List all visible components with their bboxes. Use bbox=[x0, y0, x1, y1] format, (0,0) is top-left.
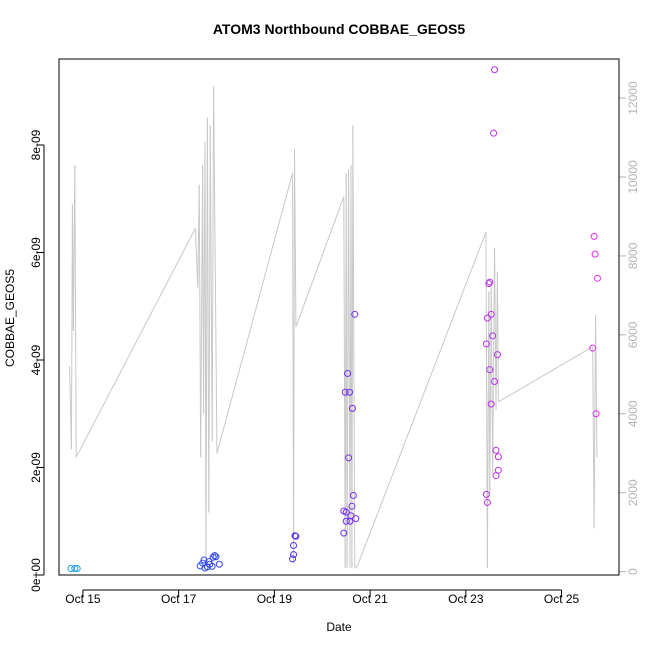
y-tick-label: 0e+00 bbox=[29, 558, 43, 592]
line-segment bbox=[74, 165, 77, 458]
line-segment bbox=[485, 232, 488, 568]
data-point bbox=[345, 454, 353, 462]
y-tick-label: 4e-09 bbox=[29, 344, 43, 375]
data-point bbox=[489, 332, 497, 340]
data-point bbox=[486, 366, 494, 374]
y2-tick-label: 4000 bbox=[626, 400, 640, 427]
data-point bbox=[292, 532, 300, 540]
data-point bbox=[211, 552, 219, 560]
x-axis-label: Date bbox=[326, 620, 352, 634]
data-point bbox=[487, 310, 495, 318]
data-point bbox=[491, 378, 499, 385]
line-segment bbox=[498, 346, 593, 403]
x-tick-label: Oct 25 bbox=[544, 592, 580, 606]
data-point bbox=[209, 553, 217, 561]
data-point bbox=[206, 560, 214, 568]
y2-tick-label: 0 bbox=[626, 568, 640, 575]
data-point bbox=[493, 351, 501, 359]
data-point bbox=[351, 310, 359, 318]
line-segment bbox=[194, 228, 199, 288]
line-segment bbox=[198, 184, 202, 458]
line-segment bbox=[496, 271, 499, 402]
data-point bbox=[341, 388, 349, 396]
plot-frame bbox=[58, 58, 620, 576]
line-segment bbox=[492, 248, 496, 473]
data-point bbox=[490, 129, 498, 137]
chart-title: ATOM3 Northbound COBBAE_GEOS5 bbox=[213, 21, 465, 37]
data-point bbox=[486, 278, 494, 286]
x-tick-label: Oct 19 bbox=[257, 592, 293, 606]
line-segment bbox=[494, 248, 497, 410]
data-point bbox=[494, 453, 502, 461]
data-point bbox=[346, 388, 354, 396]
line-segment bbox=[208, 125, 211, 513]
line-segment bbox=[209, 125, 213, 442]
data-point bbox=[340, 529, 348, 537]
x-tick-label: Oct 17 bbox=[161, 592, 197, 606]
data-point bbox=[494, 466, 502, 474]
line-segment bbox=[593, 315, 597, 529]
x-tick-label: Oct 21 bbox=[352, 592, 388, 606]
line-segment bbox=[352, 125, 356, 568]
data-point bbox=[591, 250, 599, 258]
data-point bbox=[212, 553, 220, 561]
scatter-series bbox=[67, 66, 601, 573]
line-segment bbox=[595, 315, 598, 458]
data-point bbox=[348, 502, 356, 510]
data-point bbox=[342, 508, 350, 516]
axes: Oct 15 Oct 17 Oct 19 Oct 21 Oct 23 Oct 25 0e+0… bbox=[29, 81, 640, 606]
y-tick-label: 8e-09 bbox=[29, 129, 43, 160]
data-point bbox=[592, 410, 600, 418]
data-point bbox=[208, 562, 216, 570]
line-segment bbox=[213, 86, 218, 454]
data-point bbox=[483, 498, 491, 506]
line-segment bbox=[211, 86, 215, 442]
data-point bbox=[482, 340, 490, 348]
line-segment bbox=[489, 287, 492, 493]
data-point bbox=[215, 560, 223, 568]
x-tick-label: Oct 23 bbox=[448, 592, 484, 606]
y2-tick-label: 6000 bbox=[626, 321, 640, 348]
data-point bbox=[593, 274, 601, 282]
data-point bbox=[200, 556, 208, 564]
line-segment bbox=[205, 117, 208, 568]
data-point bbox=[342, 517, 350, 525]
right-axis-line-series bbox=[69, 86, 598, 569]
y-axis-label: COBBAE_GEOS5 bbox=[3, 269, 17, 367]
data-point bbox=[492, 446, 500, 454]
data-point bbox=[487, 400, 495, 408]
data-point bbox=[71, 565, 79, 573]
data-point bbox=[482, 490, 490, 498]
data-point bbox=[349, 491, 357, 499]
data-point bbox=[290, 551, 298, 559]
data-point bbox=[346, 517, 354, 525]
y2-tick-label: 10000 bbox=[626, 160, 640, 194]
data-point bbox=[352, 515, 360, 523]
data-point bbox=[485, 280, 493, 288]
data-point bbox=[491, 66, 499, 74]
line-segment bbox=[293, 149, 295, 564]
line-segment bbox=[293, 149, 297, 327]
data-point bbox=[73, 565, 81, 573]
data-point bbox=[344, 369, 352, 377]
y-tick-label: 6e-09 bbox=[29, 237, 43, 268]
line-segment bbox=[216, 172, 294, 454]
data-point bbox=[590, 232, 598, 240]
data-point bbox=[289, 555, 297, 563]
line-segment bbox=[200, 165, 204, 458]
x-tick-label: Oct 15 bbox=[65, 592, 101, 606]
data-point bbox=[290, 541, 298, 549]
y2-tick-label: 8000 bbox=[626, 242, 640, 269]
data-point bbox=[483, 314, 491, 322]
y2-tick-label: 2000 bbox=[626, 479, 640, 506]
data-point bbox=[348, 404, 356, 412]
line-segment bbox=[295, 196, 345, 328]
line-segment bbox=[75, 228, 196, 458]
y-tick-label: 2e-09 bbox=[29, 452, 43, 483]
y2-tick-label: 12000 bbox=[626, 81, 640, 115]
data-point bbox=[589, 344, 597, 352]
line-segment bbox=[356, 232, 487, 568]
